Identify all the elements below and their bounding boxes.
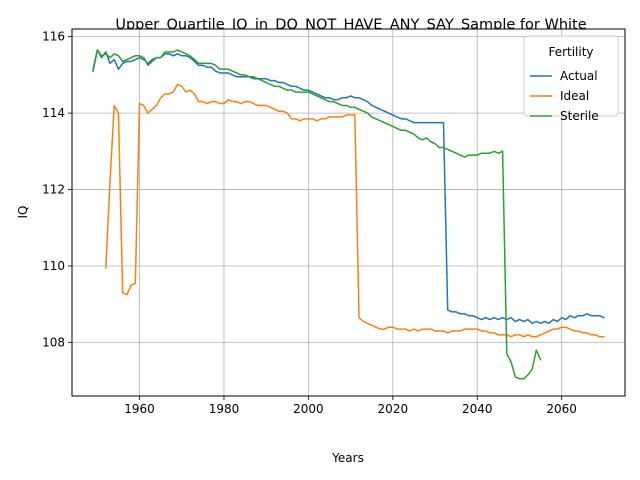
x-tick-label: 2060 bbox=[546, 402, 577, 416]
x-tick-label: 1980 bbox=[209, 402, 240, 416]
y-tick-label: 110 bbox=[42, 259, 65, 273]
legend-label-ideal: Ideal bbox=[560, 89, 589, 103]
plot-frame bbox=[71, 28, 626, 397]
legend-entries: Actual Ideal Sterile bbox=[530, 69, 599, 123]
x-axis-label: Years bbox=[331, 451, 364, 465]
legend-label-actual: Actual bbox=[560, 69, 598, 83]
x-axis: 1960 1980 2000 2020 2040 2060 bbox=[124, 396, 577, 416]
y-tick-label: 108 bbox=[42, 335, 65, 349]
x-tick-label: 1960 bbox=[124, 402, 155, 416]
y-tick-label: 116 bbox=[42, 30, 65, 44]
y-axis-label: IQ bbox=[16, 206, 30, 219]
series-line-ideal bbox=[104, 83, 605, 338]
series-line-actual bbox=[92, 49, 605, 325]
x-tick-label: 2040 bbox=[462, 402, 493, 416]
series-line-sterile bbox=[92, 49, 542, 380]
x-tick-label: 2020 bbox=[378, 402, 409, 416]
series-lines bbox=[92, 49, 605, 380]
y-axis: 108 110 112 114 116 bbox=[42, 30, 72, 349]
y-tick-label: 114 bbox=[42, 106, 65, 120]
legend-title: Fertility bbox=[548, 45, 593, 59]
x-tick-label: 2000 bbox=[293, 402, 324, 416]
legend-label-sterile: Sterile bbox=[560, 109, 599, 123]
legend: Fertility Actual Ideal Sterile bbox=[523, 35, 619, 123]
y-tick-label: 112 bbox=[42, 183, 65, 197]
